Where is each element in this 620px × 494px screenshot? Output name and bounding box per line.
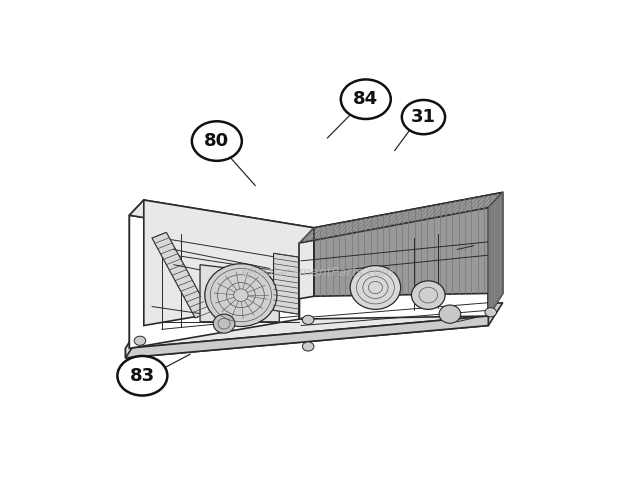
Polygon shape — [152, 232, 210, 318]
Polygon shape — [489, 193, 503, 316]
Polygon shape — [125, 303, 503, 358]
Circle shape — [303, 342, 314, 351]
Circle shape — [485, 308, 497, 317]
Polygon shape — [314, 193, 503, 296]
Circle shape — [341, 80, 391, 119]
Polygon shape — [144, 200, 314, 326]
Circle shape — [134, 336, 146, 345]
Text: 31: 31 — [411, 108, 436, 126]
Polygon shape — [299, 207, 489, 319]
Circle shape — [402, 100, 445, 134]
Polygon shape — [200, 265, 279, 322]
Text: 84: 84 — [353, 90, 378, 108]
Polygon shape — [125, 293, 503, 348]
Ellipse shape — [439, 305, 461, 323]
Ellipse shape — [205, 264, 277, 327]
Circle shape — [117, 356, 167, 396]
Circle shape — [192, 122, 242, 161]
Ellipse shape — [350, 266, 401, 309]
Polygon shape — [130, 200, 314, 243]
Text: 83: 83 — [130, 367, 155, 385]
Polygon shape — [489, 193, 503, 316]
Polygon shape — [130, 200, 144, 348]
Polygon shape — [273, 253, 298, 314]
Text: 80: 80 — [204, 132, 229, 150]
Polygon shape — [125, 326, 140, 358]
Polygon shape — [299, 193, 503, 243]
Text: eReplacementParts.com: eReplacementParts.com — [241, 266, 394, 279]
Ellipse shape — [412, 281, 445, 309]
Polygon shape — [130, 215, 299, 348]
Ellipse shape — [213, 314, 235, 333]
Polygon shape — [125, 316, 489, 358]
Circle shape — [303, 315, 314, 325]
